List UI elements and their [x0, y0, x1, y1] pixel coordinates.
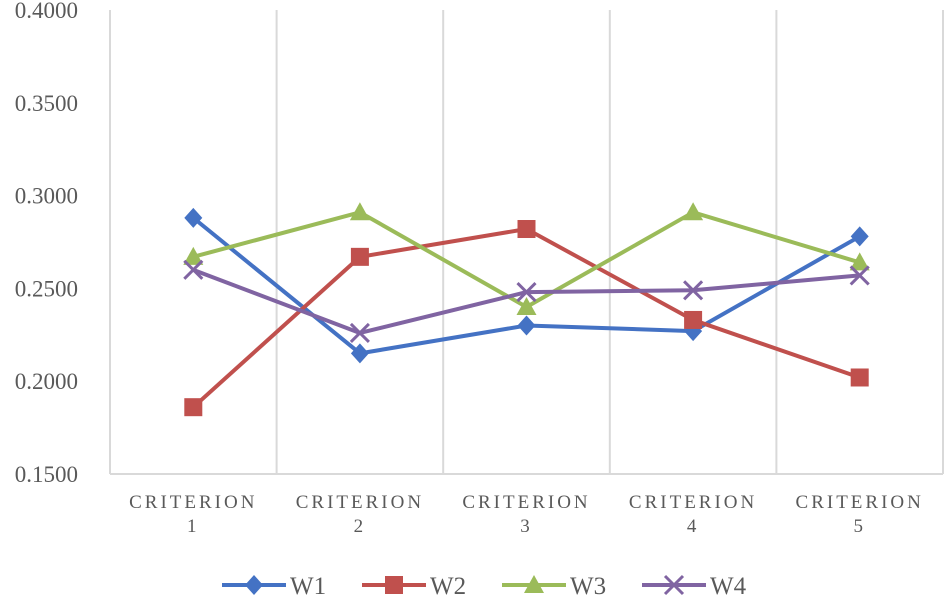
data-point	[349, 202, 370, 221]
legend-marker	[524, 575, 544, 593]
data-point	[517, 220, 536, 239]
data-point	[516, 296, 537, 315]
data-point	[516, 282, 537, 303]
y-tick-label: 0.3500	[15, 91, 78, 116]
data-point	[849, 252, 870, 271]
y-tick-label: 0.2000	[15, 369, 78, 394]
x-tick-label: 3	[520, 516, 533, 537]
legend-label: W2	[430, 573, 466, 598]
data-point	[683, 202, 704, 221]
data-point	[349, 322, 370, 344]
data-point	[184, 207, 203, 228]
legend-item: W4	[642, 573, 747, 598]
legend-label: W3	[570, 573, 606, 598]
data-point	[684, 310, 703, 329]
legend: W1 W2 W3 W4	[222, 573, 747, 598]
data-point	[350, 247, 369, 266]
legend-marker	[245, 575, 263, 595]
x-tick-label: CRITERION	[296, 492, 424, 513]
series-layer	[183, 202, 870, 417]
y-tick-label: 0.4000	[15, 0, 78, 23]
x-tick-label: CRITERION	[629, 492, 757, 513]
series-w2	[184, 220, 869, 417]
x-tick-label: CRITERION	[462, 492, 590, 513]
x-tick-label: 2	[354, 516, 367, 537]
legend-marker	[663, 574, 685, 596]
data-point	[850, 368, 869, 387]
legend-item: W1	[222, 573, 326, 598]
data-point	[850, 226, 869, 247]
x-tick-label: CRITERION	[796, 492, 924, 513]
y-tick-label: 0.3000	[15, 184, 78, 209]
data-point	[183, 246, 204, 265]
x-axis-tick-labels: CRITERION 1 CRITERION 2 CRITERION 3 CRITERION 4…	[129, 492, 924, 537]
y-tick-label: 0.1500	[15, 462, 78, 487]
gridlines	[109, 10, 944, 474]
legend-label: W1	[290, 573, 326, 598]
data-point	[683, 280, 704, 301]
legend-item: W3	[502, 573, 606, 598]
data-point	[350, 343, 369, 364]
x-tick-label: 4	[687, 516, 700, 537]
x-tick-label: 1	[187, 516, 200, 537]
series-w3	[183, 202, 870, 315]
y-axis-tick-labels: 0.1500 0.2000 0.2500 0.3000 0.3500 0.4000	[15, 0, 78, 487]
data-point	[184, 398, 203, 417]
series-w4	[183, 259, 870, 344]
x-tick-label: CRITERION	[129, 492, 257, 513]
data-point	[849, 265, 870, 286]
legend-marker	[385, 576, 403, 594]
legend-label: W4	[710, 573, 747, 598]
legend-item: W2	[362, 573, 466, 598]
y-tick-label: 0.2500	[15, 276, 78, 301]
x-tick-label: 5	[853, 516, 866, 537]
data-point	[517, 315, 536, 336]
data-point	[183, 259, 204, 280]
